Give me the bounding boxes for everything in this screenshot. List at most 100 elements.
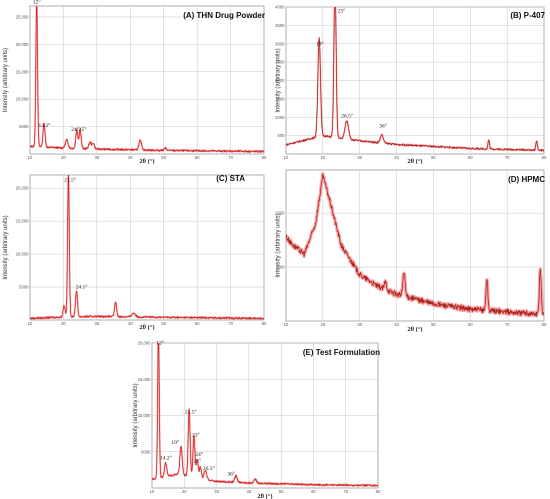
y-tick-label: 10,000 bbox=[138, 413, 151, 418]
series-core bbox=[286, 173, 544, 317]
trace-group bbox=[286, 7, 544, 152]
x-tick-label: 80 bbox=[262, 155, 267, 160]
x-axis-label: 2θ (°) bbox=[407, 326, 422, 332]
x-tick-label: 50 bbox=[161, 321, 166, 326]
peak-annotation: 26.5° bbox=[203, 465, 215, 472]
series-core bbox=[286, 7, 544, 152]
y-axis-label: Intensity (arbitrary units) bbox=[276, 48, 282, 112]
y-tick-label: 3500 bbox=[275, 23, 285, 28]
x-tick-label: 30 bbox=[357, 322, 362, 327]
y-tick-label: 10,000 bbox=[16, 252, 29, 257]
peak-annotation: 36° bbox=[227, 471, 235, 478]
x-tick-label: 60 bbox=[468, 322, 473, 327]
x-tick-label: 50 bbox=[279, 489, 284, 494]
x-tick-label: 40 bbox=[394, 155, 399, 160]
x-tick-label: 30 bbox=[357, 155, 362, 160]
x-tick-label: 80 bbox=[542, 322, 547, 327]
x-tick-label: 20 bbox=[182, 489, 187, 494]
y-tick-label: 1000 bbox=[275, 115, 285, 120]
x-tick-label: 10 bbox=[28, 321, 33, 326]
chart-title: (A) THN Drug Powder bbox=[183, 11, 265, 20]
y-tick-label: 25,000 bbox=[16, 14, 29, 19]
x-tick-label: 20 bbox=[61, 321, 66, 326]
x-tick-label: 50 bbox=[431, 155, 436, 160]
series-line bbox=[152, 343, 378, 487]
x-tick-label: 30 bbox=[95, 321, 100, 326]
x-tick-label: 50 bbox=[161, 155, 166, 160]
x-tick-label: 60 bbox=[311, 489, 316, 494]
peak-annotation: 21.5° bbox=[185, 408, 197, 415]
x-tick-label: 70 bbox=[343, 489, 348, 494]
x-tick-label: 20 bbox=[321, 155, 326, 160]
x-tick-label: 30 bbox=[214, 489, 219, 494]
x-tick-label: 20 bbox=[321, 322, 326, 327]
y-tick-label: 3000 bbox=[275, 41, 285, 46]
x-tick-label: 60 bbox=[195, 155, 200, 160]
x-tick-label: 20 bbox=[61, 155, 66, 160]
x-axis-label: 2θ (°) bbox=[139, 158, 154, 164]
x-tick-label: 10 bbox=[284, 155, 289, 160]
trace-group bbox=[30, 6, 264, 154]
x-tick-label: 40 bbox=[394, 322, 399, 327]
x-tick-label: 10 bbox=[150, 489, 155, 494]
y-axis-label: Intensity (arbitrary units) bbox=[276, 213, 282, 277]
peak-annotation: 26.5° bbox=[341, 112, 353, 119]
chart-panel-b: 10 20 30 40 50 60 70 80 500 1000 1500 2000 2500 3000 3… bbox=[275, 0, 550, 165]
x-tick-label: 60 bbox=[468, 155, 473, 160]
peak-annotation: 24.1° bbox=[76, 283, 88, 290]
peak-annotation: 19° bbox=[171, 439, 179, 446]
plot-area bbox=[29, 174, 265, 321]
y-tick-label: 4000 bbox=[275, 5, 285, 10]
peak-annotation: 23° bbox=[192, 432, 200, 439]
trace-group bbox=[286, 172, 544, 318]
chart-svg: 10 20 30 40 50 60 70 80 500 1000 (D) HPMC 2θ (°) Int… bbox=[275, 169, 547, 332]
peak-annotation: 36° bbox=[379, 123, 387, 130]
plot-area bbox=[29, 5, 265, 155]
peak-annotation: 23° bbox=[337, 8, 345, 15]
x-tick-label: 30 bbox=[95, 155, 100, 160]
x-tick-label: 40 bbox=[128, 321, 133, 326]
x-tick-label: 80 bbox=[542, 155, 547, 160]
y-tick-label: 15,000 bbox=[138, 377, 151, 382]
x-axis-label: 2θ (°) bbox=[407, 158, 422, 164]
peak-annotation: 19° bbox=[316, 41, 324, 48]
x-tick-label: 80 bbox=[376, 489, 381, 494]
chart-panel-c: 10 20 30 40 50 60 70 80 5000 10,000 15,000 20,000 21… bbox=[0, 166, 270, 330]
peak-annotation: 12° bbox=[33, 0, 41, 5]
peak-annotation: 25° bbox=[193, 458, 201, 465]
x-tick-label: 50 bbox=[431, 322, 436, 327]
trace-group bbox=[152, 343, 378, 488]
y-tick-label: 1000 bbox=[275, 211, 285, 216]
x-tick-label: 70 bbox=[505, 322, 510, 327]
x-tick-label: 40 bbox=[128, 155, 133, 160]
x-tick-label: 60 bbox=[195, 321, 200, 326]
x-axis-label: 2θ (°) bbox=[139, 324, 154, 330]
trace-group bbox=[30, 175, 264, 320]
chart-title: (E) Test Formulation bbox=[303, 348, 380, 357]
chart-panel-d: 10 20 30 40 50 60 70 80 500 1000 (D) HPMC 2θ (°) Int… bbox=[275, 166, 550, 332]
peak-annotation: 14.2° bbox=[38, 122, 50, 129]
y-tick-label: 20,000 bbox=[138, 341, 151, 346]
x-tick-label: 40 bbox=[247, 489, 252, 494]
peak-annotation: 12° bbox=[156, 339, 164, 346]
y-tick-label: 500 bbox=[278, 133, 286, 138]
chart-panel-a: 10 20 30 40 50 60 70 80 5000 10,000 15,000 20,000 25… bbox=[0, 0, 270, 164]
chart-svg: 10 20 30 40 50 60 70 80 5000 10,000 15,000 20,000 21… bbox=[3, 174, 267, 330]
y-axis-label: Intensity (arbitrary units) bbox=[3, 215, 9, 279]
x-tick-label: 10 bbox=[28, 155, 33, 160]
chart-svg: 10 20 30 40 50 60 70 80 5000 10,000 15,000 20,000 25… bbox=[3, 0, 267, 164]
peak-annotation: 21.5° bbox=[64, 177, 76, 184]
chart-title: (D) HPMC bbox=[508, 175, 545, 184]
chart-svg: 10 20 30 40 50 60 70 80 5000 10,000 15,000 20,000 12… bbox=[133, 339, 381, 499]
x-axis-label: 2θ (°) bbox=[257, 493, 272, 499]
y-tick-label: 5000 bbox=[141, 449, 151, 454]
x-tick-label: 70 bbox=[228, 321, 233, 326]
y-axis-label: Intensity (arbitrary units) bbox=[133, 383, 139, 447]
y-tick-label: 1500 bbox=[275, 96, 285, 101]
peak-annotation: 24° bbox=[195, 451, 203, 458]
chart-panel-e: 10 20 30 40 50 60 70 80 5000 10,000 15,000 20,000 12… bbox=[130, 333, 385, 499]
x-tick-label: 70 bbox=[505, 155, 510, 160]
chart-svg: 10 20 30 40 50 60 70 80 500 1000 1500 2000 2500 3000 3… bbox=[275, 5, 547, 165]
chart-title: (C) STA bbox=[216, 174, 245, 183]
series-line bbox=[30, 6, 264, 153]
